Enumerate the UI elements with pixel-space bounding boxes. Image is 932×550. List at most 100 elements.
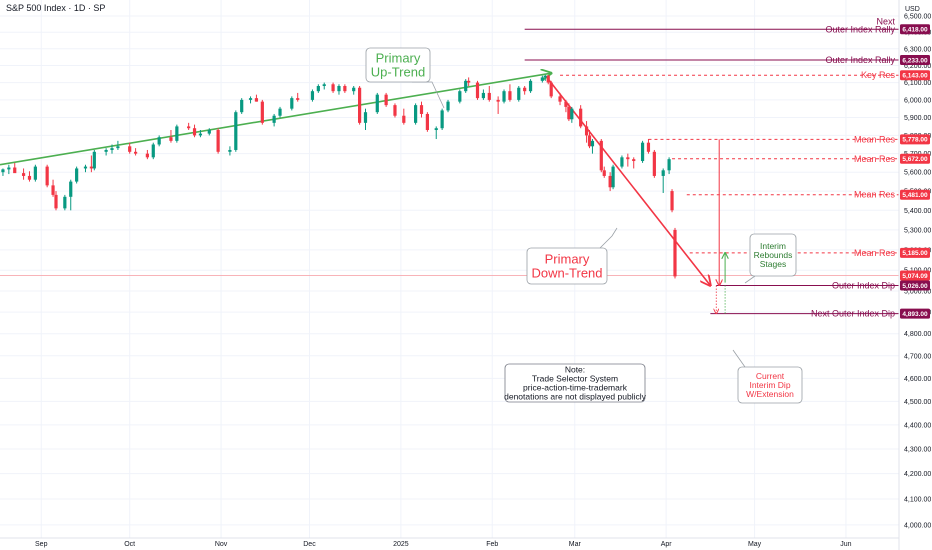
price-tag (900, 153, 930, 164)
candle-body (21, 173, 26, 176)
price-tag (900, 54, 930, 65)
candle-body (151, 144, 155, 158)
interim-rebounds-callout-text: Rebounds (754, 250, 793, 260)
grid-lines (0, 0, 899, 538)
candle-body (110, 148, 114, 150)
candle-body (363, 112, 368, 123)
candle-body (187, 126, 191, 129)
candle-body (584, 126, 589, 136)
candle-body (192, 128, 197, 136)
candle-body (352, 87, 356, 92)
candle-body (384, 94, 388, 106)
y-tick-label: 5,400.00 (904, 208, 931, 215)
primary-down-callout-box (526, 247, 608, 285)
level-label: Outer Index Dip (832, 281, 895, 291)
primary-down-callout-text: Primary (545, 252, 590, 267)
y-tick-label: 6,100.00 (904, 80, 931, 87)
y-tick-label: 5,900.00 (904, 115, 931, 122)
time-axis[interactable]: Sep Oct Nov Dec 2025 Feb Mar Apr May Jun (0, 537, 899, 548)
price-tag (900, 70, 930, 81)
candle-body (646, 142, 651, 152)
candle-body (579, 108, 583, 127)
candle-body (528, 80, 533, 92)
candle-body (670, 191, 674, 211)
x-tick-label: Feb (486, 541, 498, 548)
candle-body (523, 87, 527, 92)
candle-body (343, 86, 347, 92)
note-box-box (504, 363, 646, 403)
current-price-tag (900, 270, 930, 281)
note-box-text: Note: (565, 365, 585, 375)
candle-body (169, 137, 173, 141)
candle-body (446, 101, 450, 111)
candle-body (626, 157, 630, 160)
candle-body (632, 159, 636, 162)
candle-body (322, 84, 326, 87)
x-tick-label: Apr (661, 541, 673, 548)
candle-body (63, 196, 67, 209)
y-tick-label: 4,300.00 (904, 447, 931, 454)
candle-body (1, 169, 5, 173)
candle-body (157, 137, 161, 145)
candle-body (51, 185, 55, 195)
y-tick-label: 4,100.00 (904, 496, 931, 503)
trend-lines (0, 73, 725, 313)
candle-body (92, 151, 96, 169)
candle-body (564, 101, 568, 107)
candle-body (620, 157, 624, 167)
y-tick-label: 5,600.00 (904, 170, 931, 177)
y-tick-label: 4,600.00 (904, 376, 931, 383)
candle-body (128, 146, 132, 152)
candle-body (393, 105, 397, 116)
price-tag (900, 308, 930, 319)
candle-body (228, 149, 232, 152)
level-label: Outer Index Rally (825, 24, 895, 34)
candle-body (248, 98, 253, 100)
x-tick-label: Sep (35, 541, 48, 548)
candle-body (33, 166, 37, 180)
candle-body (104, 149, 108, 152)
candle-body (458, 91, 462, 102)
candle-body (207, 130, 211, 134)
candle-body (69, 181, 73, 197)
candle-body (543, 75, 547, 78)
candle-body (567, 106, 571, 120)
candle-body (434, 128, 438, 131)
down-trend-pointer (599, 227, 618, 249)
x-tick-label: Dec (303, 541, 316, 548)
level-label: Key Res (861, 70, 896, 80)
level-label: Mean Res (854, 134, 896, 144)
price-tag (900, 247, 930, 258)
candle-body (278, 108, 282, 116)
candle-body (590, 140, 595, 147)
annotations: PrimaryUp-TrendPrimaryDown-TrendInterimR… (365, 47, 803, 404)
current-dip-callout-text: Current (756, 371, 785, 381)
candle-body (587, 135, 592, 147)
primary-up-callout-text: Primary (376, 51, 421, 66)
level-label: Mean Res (854, 154, 896, 164)
candle-body (414, 105, 418, 123)
price-tag-text: 5,481.00 (902, 192, 928, 199)
current-dip-callout-box (737, 366, 803, 404)
y-tick-label: 4,200.00 (904, 471, 931, 478)
candle-body (440, 110, 444, 129)
candle-body (517, 87, 521, 100)
candle-body (602, 170, 606, 176)
candle-body (375, 94, 379, 113)
candle-body (337, 86, 341, 92)
candle-body (402, 115, 406, 123)
current-dip-callout-text: Interim Dip (749, 380, 790, 390)
level-lines (0, 28, 899, 315)
candle-body (310, 91, 315, 100)
candle-body (54, 194, 58, 209)
current-price-tag-text: 5,074.09 (902, 273, 928, 280)
price-tag-text: 6,233.00 (902, 57, 928, 64)
y-tick-label: 4,500.00 (904, 399, 931, 406)
price-tag (900, 280, 930, 291)
candle-body (481, 92, 485, 99)
candle-body (508, 91, 512, 100)
